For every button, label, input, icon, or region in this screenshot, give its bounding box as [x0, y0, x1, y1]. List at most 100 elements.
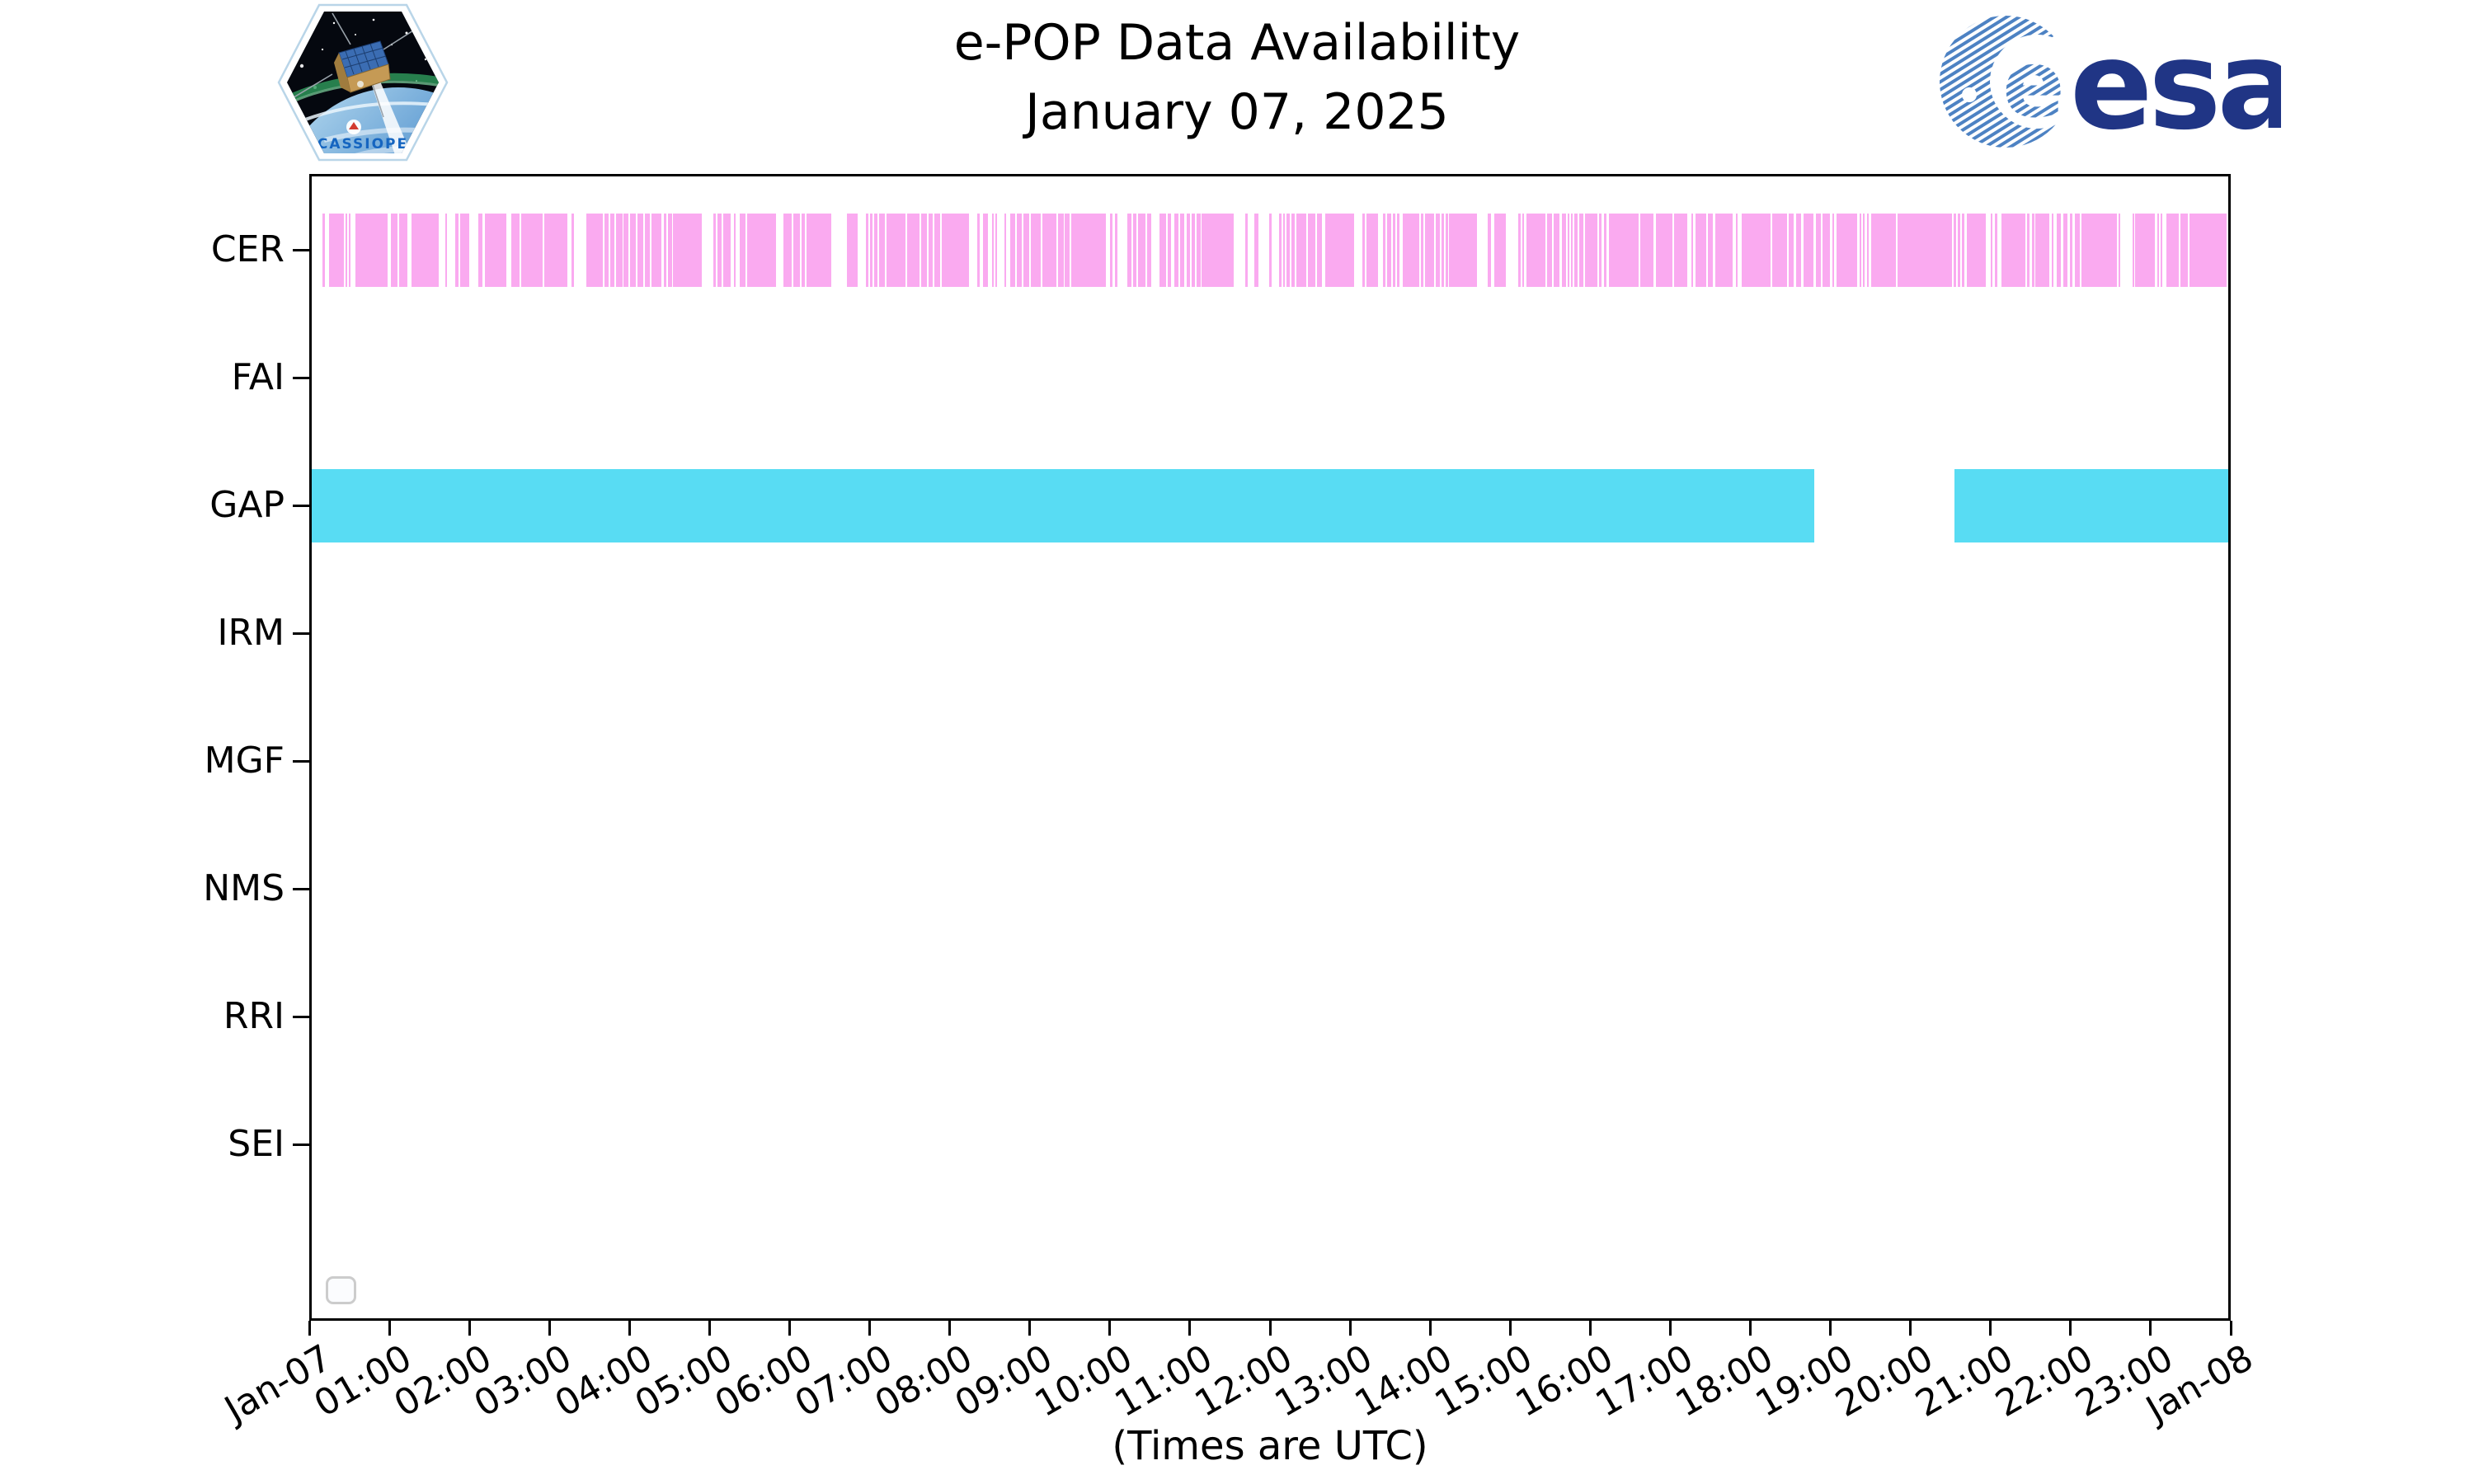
y-label-sei: SEI — [228, 1123, 285, 1165]
cer-availability-segment — [2063, 213, 2067, 287]
esa-globe-letter: e — [2002, 31, 2065, 139]
cer-availability-segment — [1114, 213, 1117, 287]
cer-availability-segment — [1562, 213, 1567, 287]
cer-availability-segment — [1147, 213, 1152, 287]
cer-availability-segment — [1695, 213, 1707, 287]
patch-earth — [287, 87, 439, 153]
cer-availability-segment — [920, 213, 928, 287]
cer-availability-segment — [1196, 213, 1201, 287]
cer-availability-segment — [886, 213, 906, 287]
cer-availability-segment — [2189, 213, 2227, 287]
cer-availability-segment — [1127, 213, 1132, 287]
cer-availability-segment — [1568, 213, 1570, 287]
cer-availability-segment — [907, 213, 920, 287]
cer-availability-segment — [1771, 213, 1788, 287]
cer-availability-segment — [610, 213, 614, 287]
x-tick-7 — [868, 1321, 872, 1336]
esa-globe: e — [1940, 16, 2084, 148]
cer-availability-segment — [1174, 213, 1179, 287]
cer-availability-segment — [2027, 213, 2030, 287]
cer-availability-segment — [740, 213, 746, 287]
cer-availability-segment — [477, 213, 482, 287]
cer-availability-segment — [1278, 213, 1282, 287]
cer-availability-segment — [2051, 213, 2054, 287]
cer-availability-segment — [615, 213, 623, 287]
cer-availability-segment — [1137, 213, 1145, 287]
cer-availability-segment — [929, 213, 934, 287]
cer-availability-segment — [992, 213, 995, 287]
cer-availability-segment — [1042, 213, 1056, 287]
cer-availability-segment — [1546, 213, 1552, 287]
x-tick-15 — [1508, 1321, 1512, 1336]
cer-availability-segment — [637, 213, 643, 287]
esa-wordmark: esa — [2070, 15, 2281, 151]
x-tick-9 — [1028, 1321, 1032, 1336]
cer-availability-segment — [1708, 213, 1713, 287]
cer-availability-segment — [1599, 213, 1602, 287]
cer-availability-segment — [1655, 213, 1673, 287]
cer-availability-segment — [1030, 213, 1042, 287]
cer-availability-segment — [1578, 213, 1583, 287]
cer-availability-segment — [1282, 213, 1286, 287]
gap-availability-segment — [309, 468, 1815, 542]
cer-availability-segment — [1867, 213, 1870, 287]
patch-emblem-mark — [349, 122, 359, 129]
cer-availability-segment — [1741, 213, 1771, 287]
cer-availability-segment — [1522, 213, 1524, 287]
cer-availability-segment — [1362, 213, 1365, 287]
cer-availability-segment — [1286, 213, 1291, 287]
cer-availability-segment — [1603, 213, 1606, 287]
cer-availability-segment — [1291, 213, 1296, 287]
cer-availability-segment — [2180, 213, 2188, 287]
cer-availability-segment — [793, 213, 801, 287]
x-tick-21 — [1989, 1321, 1992, 1336]
x-tick-14 — [1428, 1321, 1432, 1336]
cer-availability-segment — [651, 213, 662, 287]
cer-availability-segment — [1859, 213, 1861, 287]
esa-logo: e esa — [1940, 15, 2281, 151]
plot-area — [293, 174, 2232, 1336]
x-tick-11 — [1188, 1321, 1192, 1336]
x-tick-8 — [948, 1321, 952, 1336]
cer-availability-segment — [1608, 213, 1639, 287]
cer-availability-segment — [869, 213, 873, 287]
x-tick-6 — [788, 1321, 791, 1336]
x-tick-16 — [1588, 1321, 1592, 1336]
x-axis-footnote: (Times are UTC) — [1112, 1423, 1428, 1469]
y-tick-nms — [293, 887, 309, 890]
cer-availability-segment — [623, 213, 629, 287]
legend-box[interactable] — [326, 1276, 356, 1304]
cer-availability-segment — [1057, 213, 1064, 287]
cer-availability-segment — [1736, 213, 1738, 287]
cer-availability-segment — [874, 213, 878, 287]
cer-availability-segment — [2132, 213, 2134, 287]
cer-availability-segment — [1954, 213, 1956, 287]
cer-availability-segment — [1493, 213, 1507, 287]
cer-availability-segment — [1403, 213, 1419, 287]
cer-availability-segment — [1109, 213, 1112, 287]
x-tick-23 — [2149, 1321, 2152, 1336]
cer-availability-segment — [1863, 213, 1865, 287]
cer-availability-segment — [983, 213, 989, 287]
cer-availability-segment — [713, 213, 717, 287]
cer-availability-segment — [586, 213, 604, 287]
cer-availability-segment — [1132, 213, 1136, 287]
cer-availability-segment — [1010, 213, 1016, 287]
cer-availability-segment — [1803, 213, 1814, 287]
cer-availability-segment — [1445, 213, 1448, 287]
cer-availability-segment — [1674, 213, 1687, 287]
cer-availability-segment — [664, 213, 666, 287]
gap-availability-segment — [1954, 468, 2231, 542]
cer-availability-segment — [1244, 213, 1248, 287]
y-label-gap: GAP — [209, 484, 285, 526]
x-tick-1 — [388, 1321, 391, 1336]
cer-availability-segment — [355, 213, 388, 287]
y-label-mgf: MGF — [204, 740, 285, 782]
x-tick-18 — [1749, 1321, 1752, 1336]
cer-availability-segment — [329, 213, 344, 287]
cer-availability-segment — [802, 213, 805, 287]
cer-availability-segment — [2001, 213, 2026, 287]
y-tick-sei — [293, 1143, 309, 1146]
cer-availability-segment — [1517, 213, 1521, 287]
